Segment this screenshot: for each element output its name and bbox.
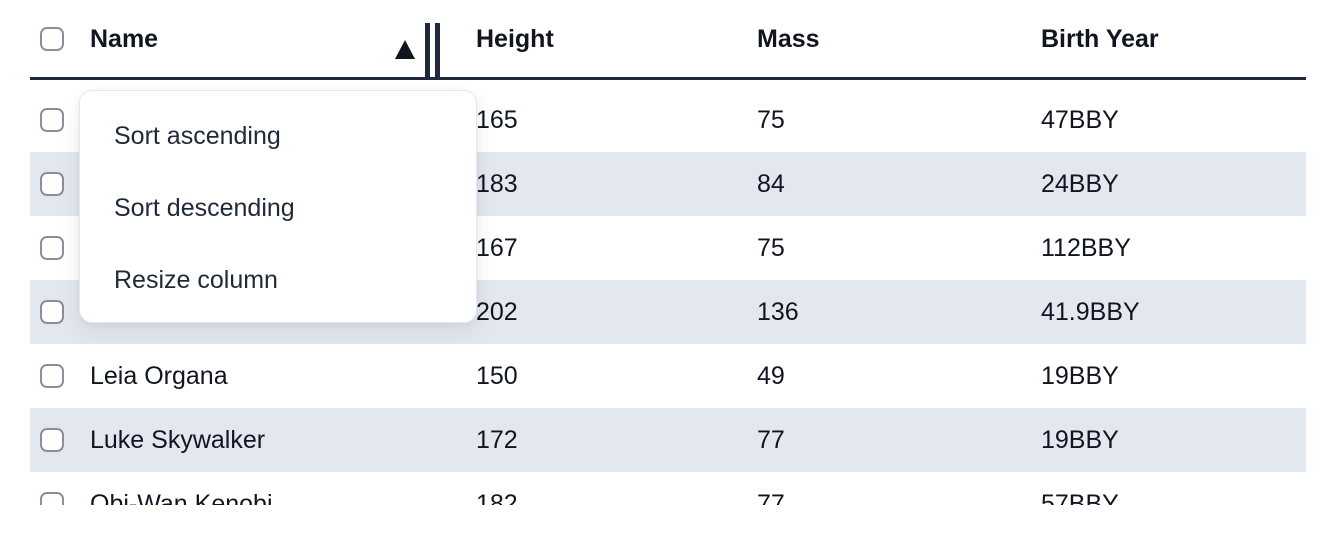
cell-mass: 84 xyxy=(757,170,785,198)
cell-mass: 77 xyxy=(757,490,785,505)
cell-height: 172 xyxy=(476,426,518,454)
cell-birth-year: 57BBY xyxy=(1041,490,1119,505)
table-row: 165 75 47BBY xyxy=(30,88,1306,152)
table-row: 202 136 41.9BBY xyxy=(30,280,1306,344)
cell-height: 182 xyxy=(476,490,518,505)
cell-mass: 49 xyxy=(757,362,785,390)
row-checkbox[interactable] xyxy=(40,364,64,388)
column-header-height[interactable]: Height xyxy=(476,24,554,53)
cell-birth-year: 19BBY xyxy=(1041,362,1119,390)
row-checkbox[interactable] xyxy=(40,108,64,132)
cell-mass: 75 xyxy=(757,106,785,134)
sort-ascending-icon xyxy=(395,40,415,59)
row-checkbox[interactable] xyxy=(40,428,64,452)
column-header-mass[interactable]: Mass xyxy=(757,24,820,53)
column-resize-handle[interactable] xyxy=(425,23,440,77)
cell-height: 202 xyxy=(476,298,518,326)
cell-mass: 77 xyxy=(757,426,785,454)
cell-birth-year: 19BBY xyxy=(1041,426,1119,454)
cell-name: Luke Skywalker xyxy=(90,426,266,454)
column-header-birth-year[interactable]: Birth Year xyxy=(1041,24,1159,53)
menu-item-resize-column[interactable]: Resize column xyxy=(114,266,278,294)
table-row: Leia Organa 150 49 19BBY xyxy=(30,344,1306,408)
row-checkbox[interactable] xyxy=(40,300,64,324)
table-header-row: Name Height Mass Birth Year xyxy=(30,0,1306,80)
row-checkbox[interactable] xyxy=(40,492,64,505)
row-checkbox[interactable] xyxy=(40,172,64,196)
cell-mass: 136 xyxy=(757,298,799,326)
cell-mass: 75 xyxy=(757,234,785,262)
menu-item-sort-descending[interactable]: Sort descending xyxy=(114,194,295,222)
cell-height: 167 xyxy=(476,234,518,262)
cell-birth-year: 24BBY xyxy=(1041,170,1119,198)
cell-height: 165 xyxy=(476,106,518,134)
row-checkbox[interactable] xyxy=(40,236,64,260)
data-table: Name Height Mass Birth Year 165 75 47BBY… xyxy=(30,0,1306,505)
table-body: 165 75 47BBY 183 84 24BBY 167 75 112BBY … xyxy=(30,88,1306,505)
menu-item-sort-ascending[interactable]: Sort ascending xyxy=(114,122,281,150)
cell-birth-year: 47BBY xyxy=(1041,106,1119,134)
table-row: 167 75 112BBY xyxy=(30,216,1306,280)
cell-name: Obi-Wan Kenobi xyxy=(90,490,273,505)
table-row: Obi-Wan Kenobi 182 77 57BBY xyxy=(30,472,1306,505)
cell-birth-year: 41.9BBY xyxy=(1041,298,1140,326)
cell-height: 150 xyxy=(476,362,518,390)
column-header-name[interactable]: Name xyxy=(90,24,159,53)
cell-name: Leia Organa xyxy=(90,362,228,390)
table-row: Luke Skywalker 172 77 19BBY xyxy=(30,408,1306,472)
cell-height: 183 xyxy=(476,170,518,198)
cell-birth-year: 112BBY xyxy=(1041,234,1131,262)
column-context-menu: Sort ascending Sort descending Resize co… xyxy=(79,90,477,323)
select-all-checkbox[interactable] xyxy=(40,26,64,51)
